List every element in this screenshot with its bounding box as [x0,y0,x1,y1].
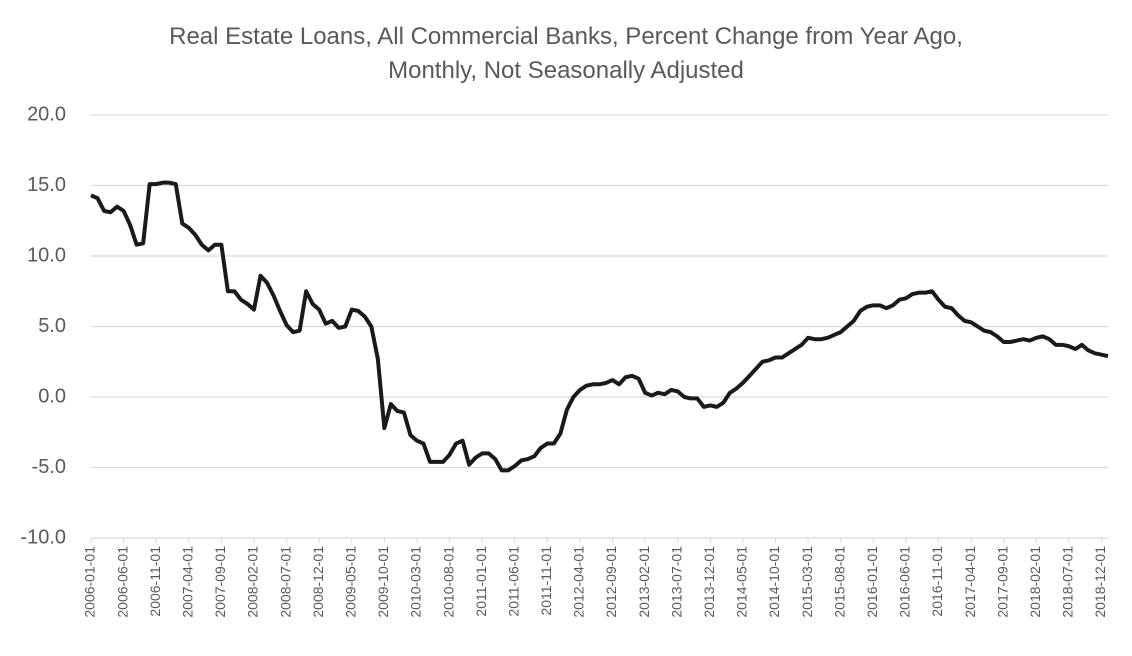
y-tick-label: 10.0 [27,244,66,266]
y-tick-label: 20.0 [27,103,66,125]
x-tick-label: 2016-11-01 [929,546,945,617]
x-tick-label: 2006-06-01 [114,546,130,618]
x-tick-label: 2017-09-01 [994,546,1010,618]
y-tick-label: 15.0 [27,174,66,196]
x-tick-label: 2014-10-01 [766,546,782,618]
x-tick-label: 2010-08-01 [440,546,456,618]
x-tick-label: 2008-02-01 [245,546,261,618]
x-tick-label: 2008-12-01 [310,546,326,618]
y-tick-label: 5.0 [38,315,66,337]
x-tick-label: 2014-05-01 [734,546,750,618]
y-tick-label: -10.0 [20,526,66,548]
x-tick-label: 2012-09-01 [603,546,619,618]
x-tick-label: 2009-05-01 [342,546,358,618]
chart-title: Real Estate Loans, All Commercial Banks,… [169,23,963,50]
x-tick-label: 2017-04-01 [962,546,978,618]
x-tick-label: 2011-01-01 [473,546,489,617]
chart-title: Monthly, Not Seasonally Adjusted [388,57,744,84]
x-tick-label: 2010-03-01 [408,546,424,618]
x-tick-label: 2011-06-01 [505,546,521,617]
x-tick-label: 2009-10-01 [375,546,391,618]
x-tick-label: 2007-04-01 [179,546,195,618]
x-tick-label: 2012-04-01 [571,546,587,618]
x-tick-label: 2006-11-01 [147,546,163,617]
x-tick-label: 2015-03-01 [799,546,815,618]
x-tick-label: 2018-12-01 [1092,546,1108,618]
x-tick-label: 2018-07-01 [1060,546,1076,618]
x-tick-label: 2007-09-01 [212,546,228,618]
x-tick-label: 2013-02-01 [636,546,652,618]
x-tick-label: 2016-06-01 [897,546,913,618]
x-tick-label: 2011-11-01 [538,546,554,616]
y-tick-label: -5.0 [32,456,66,478]
x-tick-label: 2013-12-01 [701,546,717,618]
x-tick-label: 2018-02-01 [1027,546,1043,618]
x-tick-label: 2015-08-01 [831,546,847,618]
x-tick-label: 2016-01-01 [864,546,880,618]
x-tick-label: 2006-01-01 [82,546,98,618]
x-tick-label: 2013-07-01 [668,546,684,618]
y-tick-label: 0.0 [38,385,66,407]
x-tick-label: 2008-07-01 [277,546,293,618]
line [90,180,1109,473]
